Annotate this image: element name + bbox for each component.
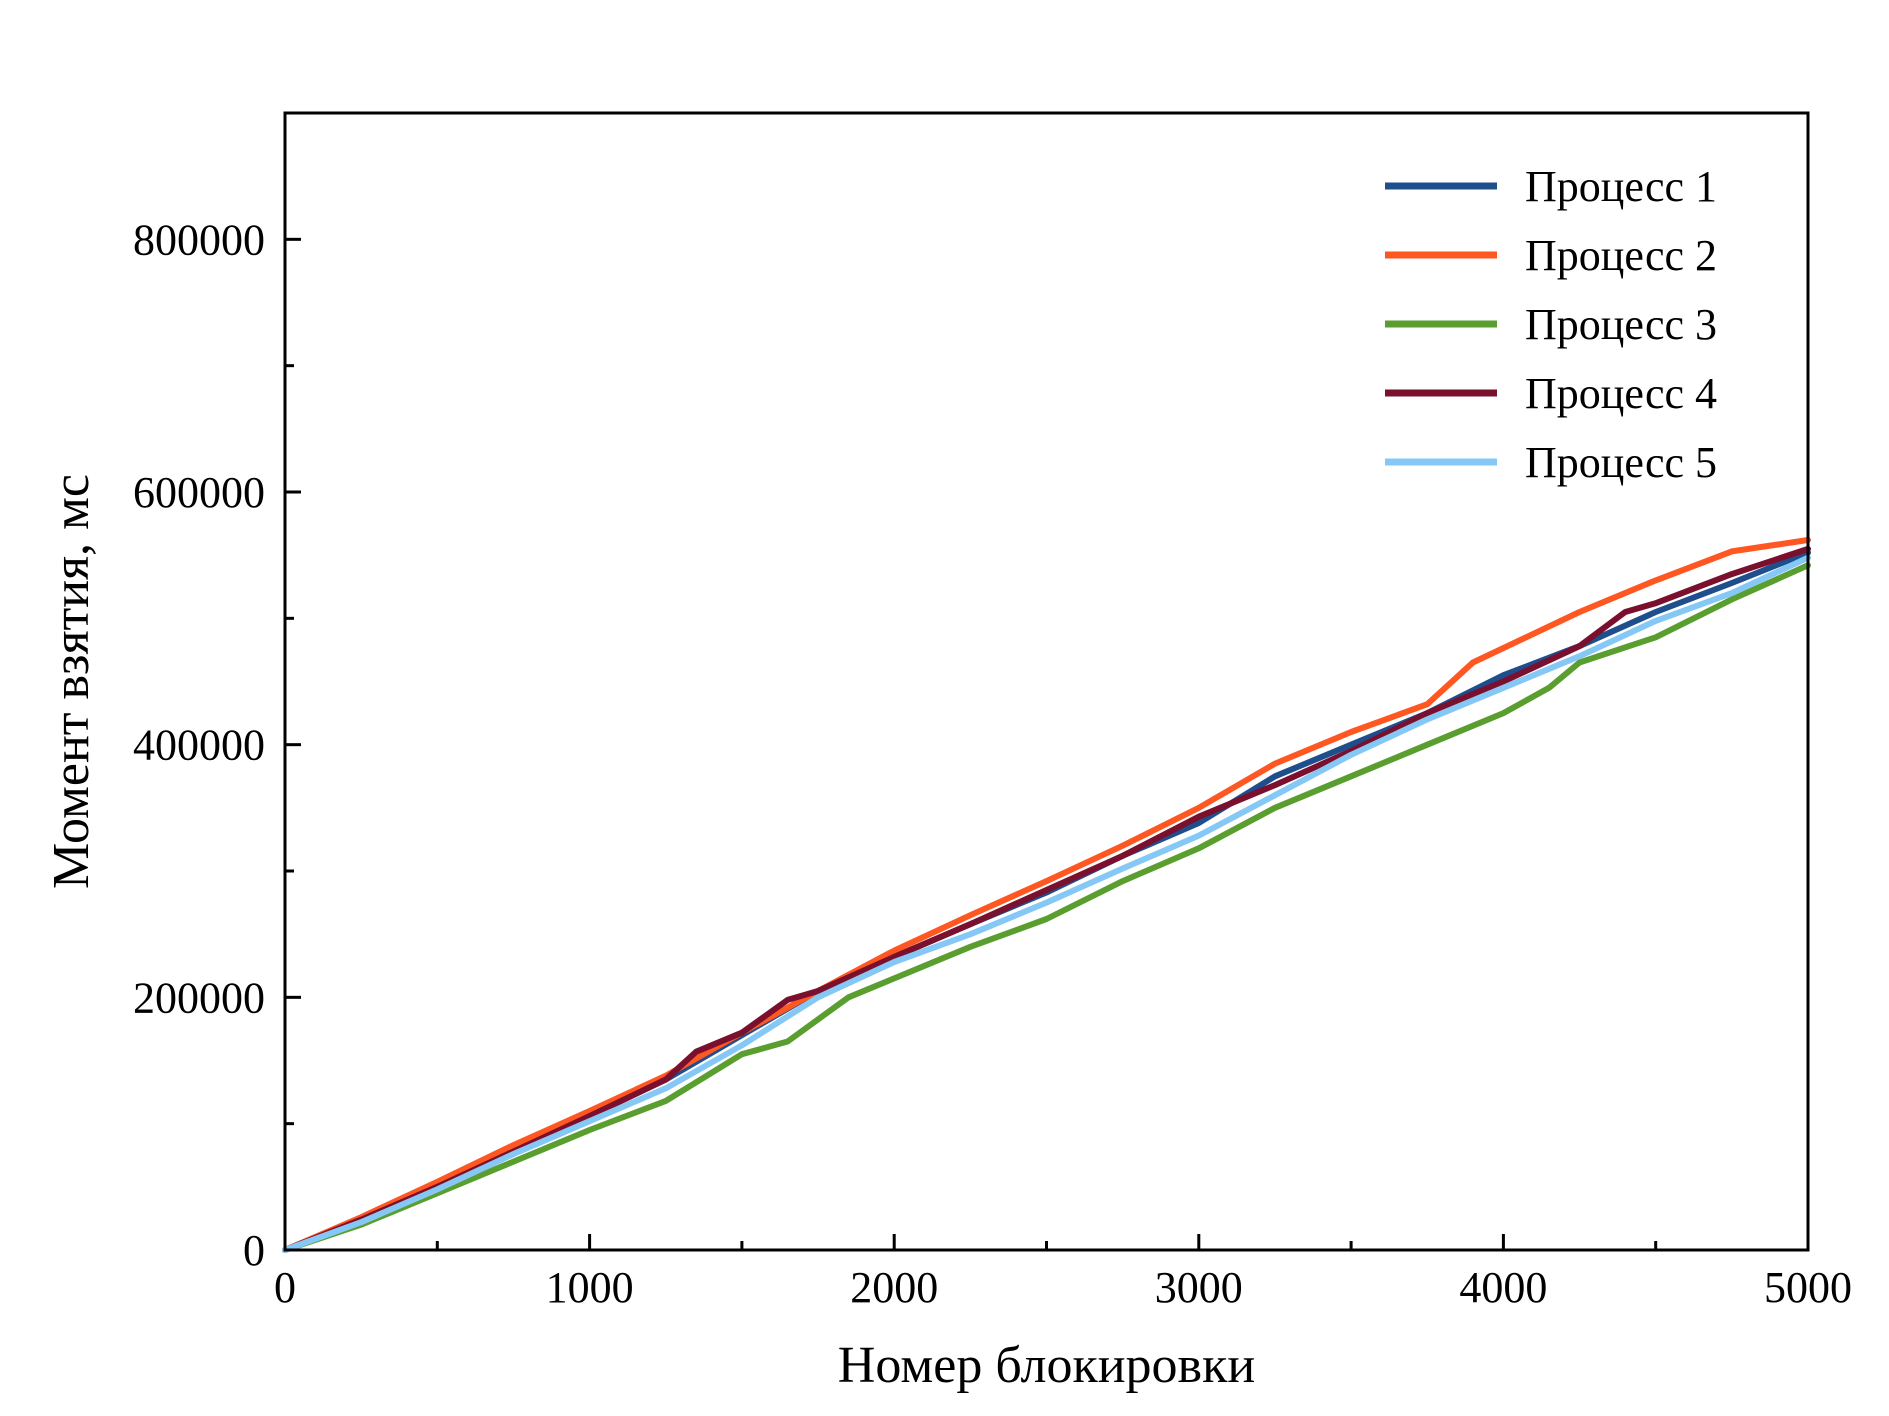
x-tick-label: 5000 <box>1764 1263 1852 1312</box>
y-tick-label: 200000 <box>133 973 265 1022</box>
x-tick-label: 0 <box>274 1263 296 1312</box>
legend-label-4: Процесс 4 <box>1525 369 1717 418</box>
series-line-5 <box>282 554 1811 1253</box>
y-tick-label: 0 <box>243 1226 265 1275</box>
y-tick-label: 800000 <box>133 215 265 264</box>
legend-label-2: Процесс 2 <box>1525 231 1717 280</box>
y-tick-label: 400000 <box>133 721 265 770</box>
legend-label-5: Процесс 5 <box>1525 438 1717 487</box>
series-layer <box>282 537 1811 1253</box>
legend: Процесс 1 Процесс 2 Процесс 3 Процесс 4 Проц… <box>1385 162 1717 487</box>
x-axis-label: Номер блокировки <box>838 1337 1255 1394</box>
x-tick-label: 2000 <box>850 1263 938 1312</box>
axis-ticks: 0 1000 2000 3000 4000 5000 0 200000 400000 600000… <box>133 215 1852 1312</box>
series-line-3 <box>282 562 1811 1253</box>
x-tick-label: 4000 <box>1459 1263 1547 1312</box>
series-line-4 <box>282 545 1811 1253</box>
y-tick-label: 600000 <box>133 468 265 517</box>
x-tick-label: 1000 <box>546 1263 634 1312</box>
y-axis-label: Момент взятия, мс <box>43 474 100 889</box>
series-line-2 <box>282 537 1811 1253</box>
x-tick-label: 3000 <box>1155 1263 1243 1312</box>
legend-label-3: Процесс 3 <box>1525 300 1717 349</box>
legend-label-1: Процесс 1 <box>1525 162 1717 211</box>
